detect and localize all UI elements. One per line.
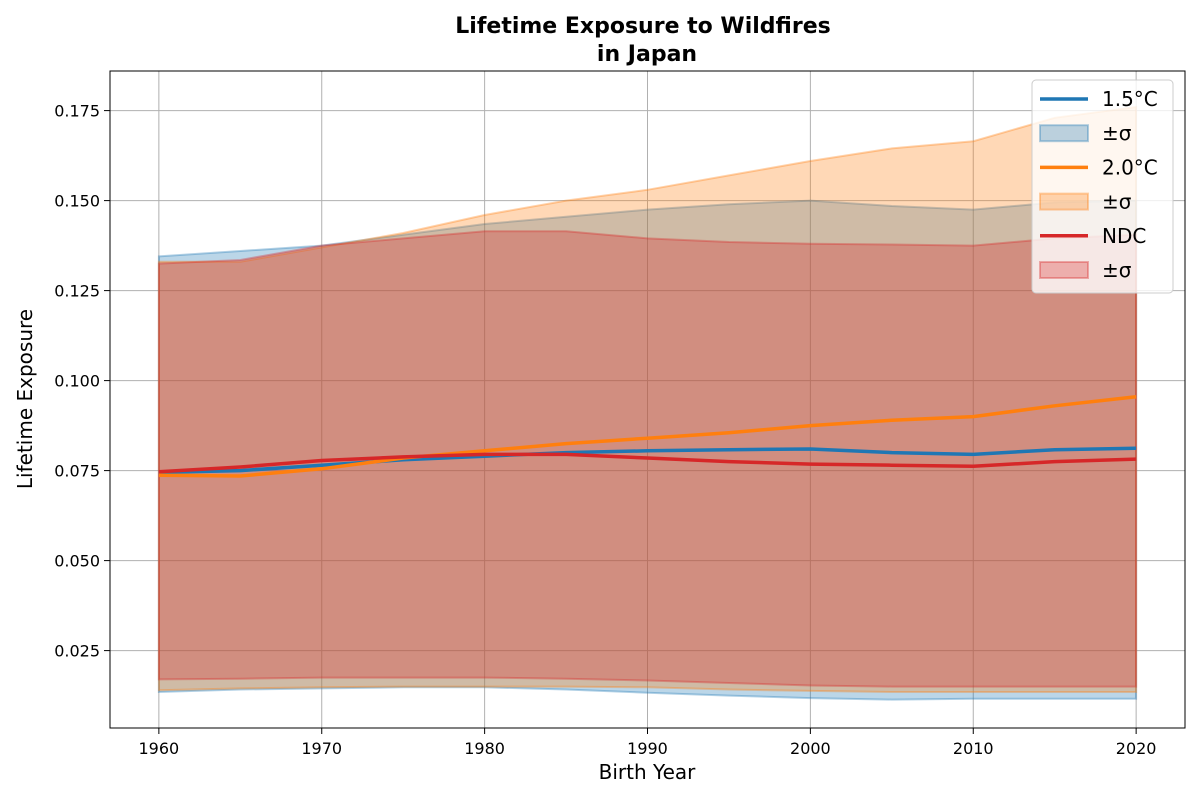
x-tick-label: 2020 — [1116, 739, 1157, 758]
legend-label: 1.5°C — [1102, 87, 1158, 111]
y-axis-ticks: 0.025 0.050 0.075 0.100 0.125 0.150 0.175 — [54, 102, 110, 661]
x-tick-label: 1960 — [139, 739, 180, 758]
legend-band-swatch — [1039, 124, 1089, 143]
x-tick-label: 1990 — [627, 739, 668, 758]
legend-band-swatch — [1039, 261, 1089, 279]
legend-band-label: ±σ — [1102, 190, 1132, 214]
y-tick-label: 0.100 — [54, 372, 100, 391]
y-tick-label: 0.075 — [54, 462, 100, 481]
line-NDC — [158, 452, 1137, 474]
legend-box — [1031, 79, 1174, 294]
y-tick-label: 0.150 — [54, 192, 100, 211]
chart-title-line1: Lifetime Exposure to Wildfires — [455, 14, 830, 39]
series-lines — [158, 395, 1137, 478]
x-tick-label: 2000 — [790, 739, 831, 758]
x-axis-label: Birth Year — [599, 760, 696, 784]
line-1.5°C — [158, 446, 1137, 475]
y-tick-label: 0.025 — [54, 642, 100, 661]
x-tick-label: 1970 — [301, 739, 342, 758]
grid — [110, 71, 1185, 728]
line-2.0°C — [158, 395, 1137, 478]
y-axis-label: Lifetime Exposure — [13, 309, 37, 489]
x-axis-ticks: 1960 1970 1980 1990 2000 2010 2020 — [139, 728, 1157, 758]
legend: 1.5°C ±σ 2.0°C ±σ NDC ±σ — [1031, 79, 1174, 294]
y-tick-label: 0.125 — [54, 282, 100, 301]
uncertainty-bands — [157, 105, 1138, 701]
legend-band-label: ±σ — [1102, 258, 1132, 282]
band-2.0°C — [157, 105, 1138, 693]
legend-label: NDC — [1102, 224, 1146, 248]
y-tick-label: 0.050 — [54, 552, 100, 571]
legend-band-swatch — [1039, 192, 1089, 211]
y-tick-label: 0.175 — [54, 102, 100, 121]
x-tick-label: 1980 — [464, 739, 505, 758]
legend-label: 2.0°C — [1102, 155, 1158, 179]
legend-band-label: ±σ — [1102, 121, 1132, 145]
chart-title-line2: in Japan — [597, 42, 697, 67]
x-tick-label: 2010 — [953, 739, 994, 758]
